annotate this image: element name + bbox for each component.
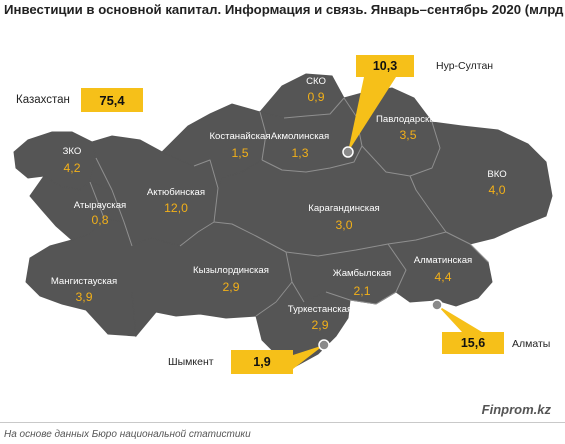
region-name-atyrau: Атырауская bbox=[73, 200, 127, 211]
region-value-zhambyl: 2,1 bbox=[353, 284, 371, 298]
city-marker-shymkent bbox=[318, 339, 330, 351]
region-border bbox=[89, 181, 105, 219]
region-value-vko: 4,0 bbox=[488, 183, 506, 197]
region-value-sko: 0,9 bbox=[307, 90, 325, 104]
brand-logo: Finprom.kz bbox=[481, 402, 551, 417]
region-value-karaganda: 3,0 bbox=[335, 218, 353, 232]
city-marker-almaty bbox=[431, 299, 443, 311]
region-name-turkestan: Туркестанская bbox=[287, 304, 353, 315]
region-name-mangystau: Мангистауская bbox=[50, 276, 118, 287]
region-name-almaty-region: Алматинская bbox=[413, 255, 473, 266]
region-value-almaty-region: 4,4 bbox=[434, 270, 452, 284]
region-name-kostanay: Костанайская bbox=[209, 131, 271, 142]
region-value-mangystau: 3,9 bbox=[75, 290, 93, 304]
region-border bbox=[445, 231, 489, 263]
region-name-pavlodar: Павлодарская bbox=[376, 114, 440, 125]
region-name-aktobe: Актюбинская bbox=[146, 187, 206, 198]
region-border bbox=[259, 111, 267, 161]
region-value-atyrau: 0,8 bbox=[91, 213, 109, 227]
city-name-shymkent: Шымкент bbox=[168, 356, 214, 368]
city-name-almaty: Алматы bbox=[512, 338, 551, 350]
region-name-karaganda: Карагандинская bbox=[308, 203, 380, 214]
total-label: Казахстан bbox=[16, 94, 70, 106]
region-border bbox=[111, 189, 133, 247]
callout-pointer-nur-sultan bbox=[348, 77, 396, 152]
city-marker-nur-sultan bbox=[342, 146, 354, 158]
region-value-pavlodar: 3,5 bbox=[399, 128, 417, 142]
region-value-kostanay: 1,5 bbox=[231, 146, 249, 160]
total-value: 75,4 bbox=[81, 88, 143, 112]
region-value-aktobe: 12,0 bbox=[164, 201, 188, 215]
region-border bbox=[409, 121, 447, 233]
region-value-turkestan: 2,9 bbox=[311, 318, 329, 332]
region-border bbox=[343, 97, 411, 177]
region-border bbox=[95, 157, 113, 191]
region-value-zko: 4,2 bbox=[63, 161, 81, 175]
city-value-nur-sultan: 10,3 bbox=[356, 55, 414, 77]
region-name-zko: ЗКО bbox=[62, 146, 82, 157]
region-border bbox=[261, 145, 363, 173]
region-value-akmola: 1,3 bbox=[291, 146, 309, 160]
city-name-nur-sultan: Нур-Султан bbox=[436, 60, 494, 72]
region-border bbox=[325, 243, 407, 305]
region-name-zhambyl: Жамбылская bbox=[332, 268, 392, 279]
region-name-akmola: Акмолинская bbox=[270, 131, 330, 142]
region-value-kyzylorda: 2,9 bbox=[222, 280, 240, 294]
region-name-kyzylorda: Кызылординская bbox=[193, 265, 269, 276]
region-sko bbox=[259, 73, 345, 119]
region-border bbox=[213, 221, 447, 257]
chart-title: Инвестиции в основной капитал. Информаци… bbox=[4, 2, 565, 17]
source-note: На основе данных Бюро национальной стати… bbox=[4, 429, 251, 440]
region-zko bbox=[13, 131, 97, 191]
callout-pointer-almaty bbox=[437, 305, 482, 332]
callout-pointer-shymkent bbox=[293, 345, 324, 369]
city-value-almaty: 15,6 bbox=[442, 332, 504, 354]
region-border bbox=[283, 97, 345, 119]
region-border bbox=[179, 159, 219, 247]
region-border bbox=[255, 281, 293, 317]
divider bbox=[0, 422, 565, 423]
region-name-vko: ВКО bbox=[487, 169, 507, 180]
region-name-sko: СКО bbox=[306, 76, 326, 87]
city-value-shymkent: 1,9 bbox=[231, 350, 293, 374]
